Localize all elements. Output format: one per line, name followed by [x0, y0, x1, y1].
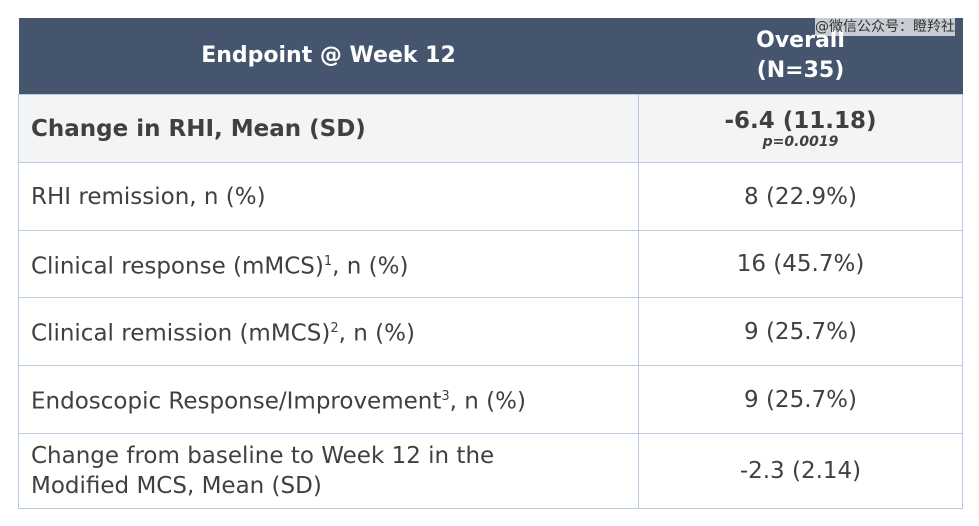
- label-text: Change in RHI, Mean (SD): [31, 115, 366, 142]
- row-label: Clinical remission (mMCS)2, n (%): [18, 297, 639, 366]
- row-value: 9 (25.7%): [638, 297, 963, 366]
- row-value: -2.3 (2.14): [638, 433, 963, 509]
- label-text: Endoscopic Response/Improvement: [31, 388, 442, 415]
- row-value: -6.4 (11.18) p=0.0019: [638, 94, 963, 163]
- row-label: Clinical response (mMCS)1, n (%): [18, 230, 639, 298]
- row-label: Change in RHI, Mean (SD): [18, 94, 639, 163]
- table-row: Clinical remission (mMCS)2, n (%) 9 (25.7…: [18, 297, 963, 366]
- table-row: Change from baseline to Week 12 in the Mo…: [18, 433, 963, 509]
- table-body: Change in RHI, Mean (SD) -6.4 (11.18) p=0.…: [18, 94, 963, 509]
- row-label: RHI remission, n (%): [18, 162, 639, 231]
- header-n: (N=35): [756, 58, 845, 83]
- footnote-mark: 1: [323, 253, 333, 269]
- results-table: Endpoint @ Week 12 Overall (N=35) Change …: [18, 18, 963, 509]
- p-value: p=0.0019: [762, 133, 839, 150]
- label-end: , n (%): [332, 253, 409, 280]
- table-row: RHI remission, n (%) 8 (22.9%): [18, 162, 963, 231]
- label-line: Modified MCS, Mean (SD): [31, 473, 322, 499]
- value-text: -6.4 (11.18): [724, 107, 877, 134]
- label-line: Change from baseline to Week 12 in the: [31, 443, 495, 469]
- value-text: 9 (25.7%): [744, 386, 857, 413]
- label-text: Clinical response (mMCS): [31, 253, 324, 280]
- watermark: @微信公众号：瞪羚社: [815, 16, 955, 36]
- row-label: Endoscopic Response/Improvement3, n (%): [18, 365, 639, 434]
- label-end: , n (%): [449, 388, 526, 415]
- table-row: Endoscopic Response/Improvement3, n (%) 9…: [18, 365, 963, 434]
- row-value: 9 (25.7%): [638, 365, 963, 434]
- row-value: 16 (45.7%): [638, 230, 963, 298]
- label-end: , n (%): [338, 320, 415, 347]
- footnote-mark: 3: [441, 389, 450, 405]
- value-text: 8 (22.9%): [744, 183, 857, 210]
- label-text: Clinical remission (mMCS): [31, 320, 331, 347]
- row-label: Change from baseline to Week 12 in the Mo…: [18, 433, 639, 509]
- header-endpoint: Endpoint @ Week 12: [18, 18, 639, 95]
- table-row: Change in RHI, Mean (SD) -6.4 (11.18) p=0.…: [18, 94, 963, 163]
- value-text: 16 (45.7%): [736, 251, 865, 277]
- value-text: 9 (25.7%): [744, 318, 857, 345]
- table-row: Clinical response (mMCS)1, n (%) 16 (45.7…: [18, 230, 963, 298]
- value-text: -2.3 (2.14): [739, 458, 862, 484]
- footnote-mark: 2: [330, 321, 339, 337]
- label-text: RHI remission, n (%): [31, 183, 266, 210]
- row-value: 8 (22.9%): [638, 162, 963, 231]
